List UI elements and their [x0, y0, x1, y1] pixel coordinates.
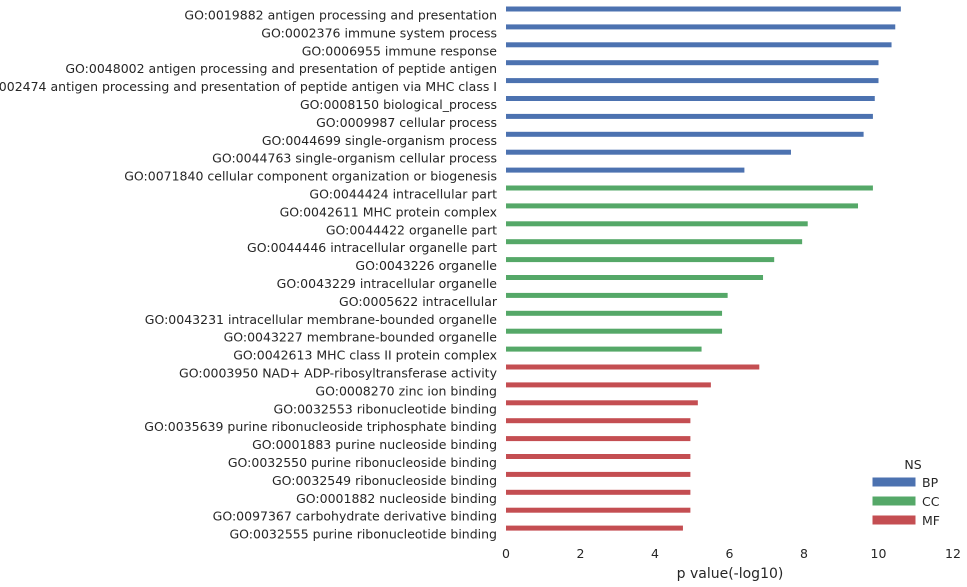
- category-label: GO:0071840 cellular component organizati…: [124, 169, 497, 184]
- bar-mf: [506, 507, 691, 513]
- bar-bp: [506, 131, 864, 137]
- bar-bp: [506, 60, 879, 66]
- category-label: GO:0044446 intracellular organelle part: [247, 240, 497, 255]
- legend-label: MF: [922, 513, 940, 528]
- bar-mf: [506, 525, 683, 531]
- category-label: GO:0048002 antigen processing and presen…: [65, 61, 497, 76]
- bar-cc: [506, 257, 775, 263]
- category-label: GO:0032549 ribonucleoside binding: [272, 473, 497, 488]
- x-tick-label: 8: [800, 546, 808, 561]
- x-tick-label: 6: [726, 546, 734, 561]
- legend-swatch-mf: [871, 514, 917, 526]
- category-label: GO:0001882 nucleoside binding: [296, 491, 497, 506]
- bar-mf: [506, 382, 711, 388]
- category-label: GO:0003950 NAD+ ADP-ribosyltransferase a…: [179, 366, 498, 381]
- legend: NS BP CC MF: [871, 457, 940, 528]
- x-tick-label: 0: [502, 546, 510, 561]
- bar-cc: [506, 310, 723, 316]
- category-label: GO:0044763 single-organism cellular proc…: [212, 151, 497, 166]
- bar-bp: [506, 167, 745, 173]
- bar-cc: [506, 185, 873, 191]
- bar-cc: [506, 221, 808, 227]
- category-label: GO:0043227 membrane-bounded organelle: [224, 330, 498, 345]
- category-label: GO:0006955 immune response: [302, 43, 498, 58]
- category-label: GO:0044424 intracellular part: [309, 187, 497, 202]
- bar-mf: [506, 400, 698, 406]
- category-label: GO:0032555 purine ribonucleotide binding: [229, 527, 497, 542]
- category-label: GO:0044422 organelle part: [326, 222, 497, 237]
- legend-swatch-cc: [871, 495, 917, 507]
- x-axis-title: p value(-log10): [677, 566, 784, 582]
- x-tick-label: 10: [871, 546, 887, 561]
- bar-bp: [506, 78, 879, 84]
- bar-mf: [506, 471, 691, 477]
- bar-mf: [506, 489, 691, 495]
- category-label: GO:0009987 cellular process: [316, 115, 497, 130]
- category-label: GO:0043231 intracellular membrane-bounde…: [145, 312, 498, 327]
- legend-label: BP: [922, 475, 939, 490]
- category-label: GO:0008270 zinc ion binding: [315, 383, 497, 398]
- category-label: GO:0043226 organelle: [355, 258, 497, 273]
- category-label: GO:0002376 immune system process: [261, 25, 497, 40]
- category-label: GO:0042611 MHC protein complex: [280, 204, 497, 219]
- bar-cc: [506, 346, 702, 352]
- bar-cc: [506, 292, 728, 298]
- category-label: GO:0043229 intracellular organelle: [277, 276, 498, 291]
- category-label: GO:0032550 purine ribonucleoside binding: [228, 455, 497, 470]
- bar-bp: [506, 113, 873, 119]
- category-labels: GO:0019882 antigen processing and presen…: [0, 8, 498, 542]
- category-label: GO:0035639 purine ribonucleoside triphos…: [144, 419, 497, 434]
- bar-mf: [506, 364, 760, 370]
- x-tick-label: 4: [651, 546, 659, 561]
- x-tick-label: 12: [945, 546, 961, 561]
- x-tick-labels: 0 2 4 6 8 10 12: [502, 546, 961, 561]
- category-label: GO:0005622 intracellular: [339, 294, 498, 309]
- legend-swatch-bp: [871, 476, 917, 488]
- bars-group: [506, 6, 901, 531]
- bar-bp: [506, 42, 892, 48]
- category-label: GO:0001883 purine nucleoside binding: [252, 437, 497, 452]
- bar-mf: [506, 436, 691, 442]
- bar-cc: [506, 328, 723, 334]
- legend-label: CC: [922, 494, 940, 509]
- bar-mf: [506, 454, 691, 459]
- category-label: GO:0008150 biological_process: [300, 97, 497, 112]
- legend-title: NS: [904, 457, 921, 472]
- bar-bp: [506, 149, 791, 155]
- category-label: GO:0042613 MHC class II protein complex: [233, 348, 497, 363]
- bar-mf: [506, 418, 691, 424]
- category-label: GO:0097367 carbohydrate derivative bindi…: [213, 509, 497, 524]
- bar-cc: [506, 239, 803, 245]
- x-tick-label: 2: [577, 546, 585, 561]
- bar-bp: [506, 6, 901, 12]
- category-label: GO:0019882 antigen processing and presen…: [184, 8, 497, 23]
- bar-cc: [506, 275, 764, 280]
- category-label: GO:0032553 ribonucleotide binding: [274, 401, 497, 416]
- bar-cc: [506, 203, 859, 209]
- category-label: GO:0044699 single-organism process: [262, 133, 497, 148]
- bar-bp: [506, 96, 875, 101]
- category-label: GO:0002474 antigen processing and presen…: [0, 79, 497, 94]
- bar-bp: [506, 24, 896, 30]
